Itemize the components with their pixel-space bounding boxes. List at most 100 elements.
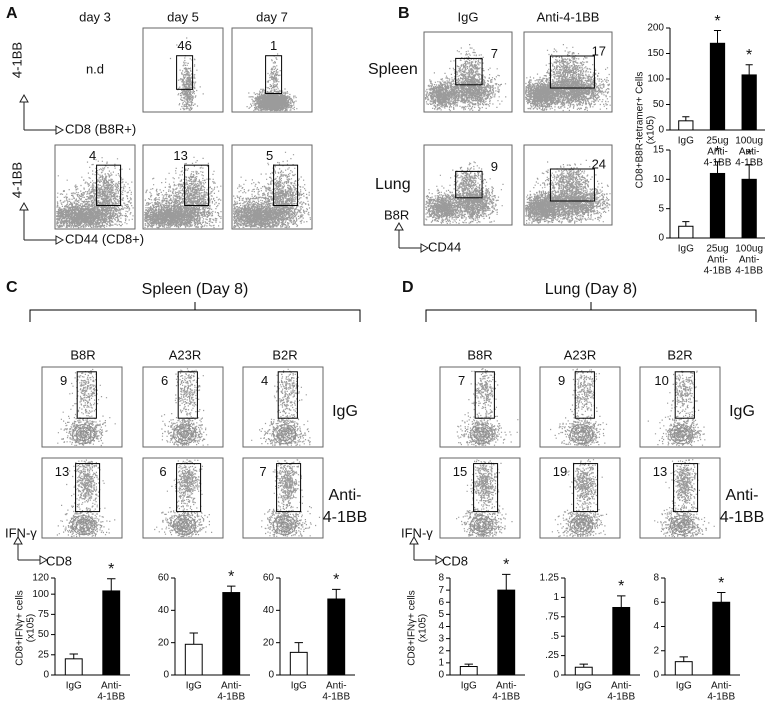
arrow-head [19,201,29,211]
x-tick-label: Anti- [739,255,760,266]
y-tick-label: .75 [545,611,559,622]
flow-dots [654,459,715,538]
error-bar [189,632,198,645]
x-tick-label: 4-1BB [97,692,125,701]
contour [276,518,293,532]
gate [573,463,599,513]
error-bar [713,161,722,174]
axis-arrow [398,230,421,249]
gate-percent: 1 [270,38,277,53]
error-bar [227,585,236,593]
panel-title: Spleen (Day 8) [142,281,249,298]
column-header: Anti-4-1BB [537,9,600,24]
y-axis-label: (x105) [646,116,657,144]
flow-plot-frame [639,366,721,448]
contour [477,430,486,438]
gate-percent: 24 [592,156,606,171]
error-bar [682,116,690,121]
gate [549,55,595,89]
y-tick-label: 4 [438,621,444,632]
row-label: Anti- [726,487,759,504]
contour [569,424,594,445]
axis-arrow [17,544,40,561]
bar [184,643,203,676]
y-tick-label: 6 [438,597,444,608]
y-tick-label: 20 [263,637,275,648]
x-tick-label: 100ug [735,244,763,255]
x-tick-label: Anti- [707,147,728,158]
contour [577,430,586,438]
contour [176,427,193,442]
contour [75,518,92,532]
y-tick-label: 40 [263,605,275,616]
gate-percent: 6 [159,464,166,479]
y-tick-label: 100 [647,74,664,85]
flow-dots [425,44,507,112]
x-tick-label: 4-1BB [217,692,245,701]
y-axis-label: CD8+IFNγ+ cells [407,590,418,666]
y-tick-label: 15 [653,145,665,156]
x-tick-label: Anti- [101,681,122,692]
axis-arrow [413,544,436,561]
error-bar [69,653,78,659]
contour [280,430,289,438]
contour [173,424,197,445]
arrow-head [13,535,23,545]
y-tick-label: 5 [438,609,444,620]
significance-star: * [618,578,624,595]
significance-star: * [718,575,724,592]
y-axis-label: 4-1BB [9,162,24,198]
x-tick-label: 25ug [706,244,728,255]
bar [327,598,346,676]
flow-dots [246,47,298,112]
row-label: Spleen [368,61,418,78]
bar [64,658,83,676]
flow-plot-frame [523,31,613,113]
contour [473,427,490,442]
gate [177,371,198,419]
bar [678,225,694,239]
gate-percent: 4 [89,148,96,163]
flow-plot-frame [142,144,224,230]
bar [674,661,693,676]
significance-star: * [746,147,752,164]
error-bar [502,573,511,591]
y-tick-label: .5 [551,631,560,642]
panel-letter: B [398,5,410,22]
gate-percent: 4 [261,373,268,388]
contour [569,515,594,536]
x-tick-label: IgG [66,681,82,692]
flow-plot-frame [539,457,621,539]
flow-plot-frame [242,457,324,539]
x-tick-label: Anti- [221,681,242,692]
x-tick-label: Anti- [739,147,760,158]
row-label: Anti- [329,487,362,504]
bracket [425,302,757,322]
contour [180,430,189,438]
significance-star: * [714,13,720,30]
gate [473,463,499,513]
x-tick-label: IgG [676,681,692,692]
y-tick-label: 3 [438,633,444,644]
panel-letter: C [6,279,18,296]
y-tick-label: 0 [658,233,664,244]
gate-percent: 46 [177,38,191,53]
contour [573,427,590,442]
y-axis-label: CD8+B8R-tetramer+ Cells [635,72,646,189]
y-tick-label: 0 [268,670,274,681]
contour [272,424,297,445]
y-tick-label: 7 [438,585,444,596]
panel-letter: A [6,5,18,22]
y-tick-label: 120 [32,573,49,584]
error-bar [464,663,473,667]
y-tick-label: 100 [32,589,49,600]
no-data-label: n.d [86,61,104,76]
contour [669,515,694,536]
y-tick-label: 6 [653,597,659,608]
gate-percent: 7 [458,373,465,388]
flow-plot-frame [142,27,224,113]
contour [573,518,590,532]
flow-dots [525,159,611,224]
gate [273,164,299,206]
x-tick-label: Anti- [326,681,347,692]
